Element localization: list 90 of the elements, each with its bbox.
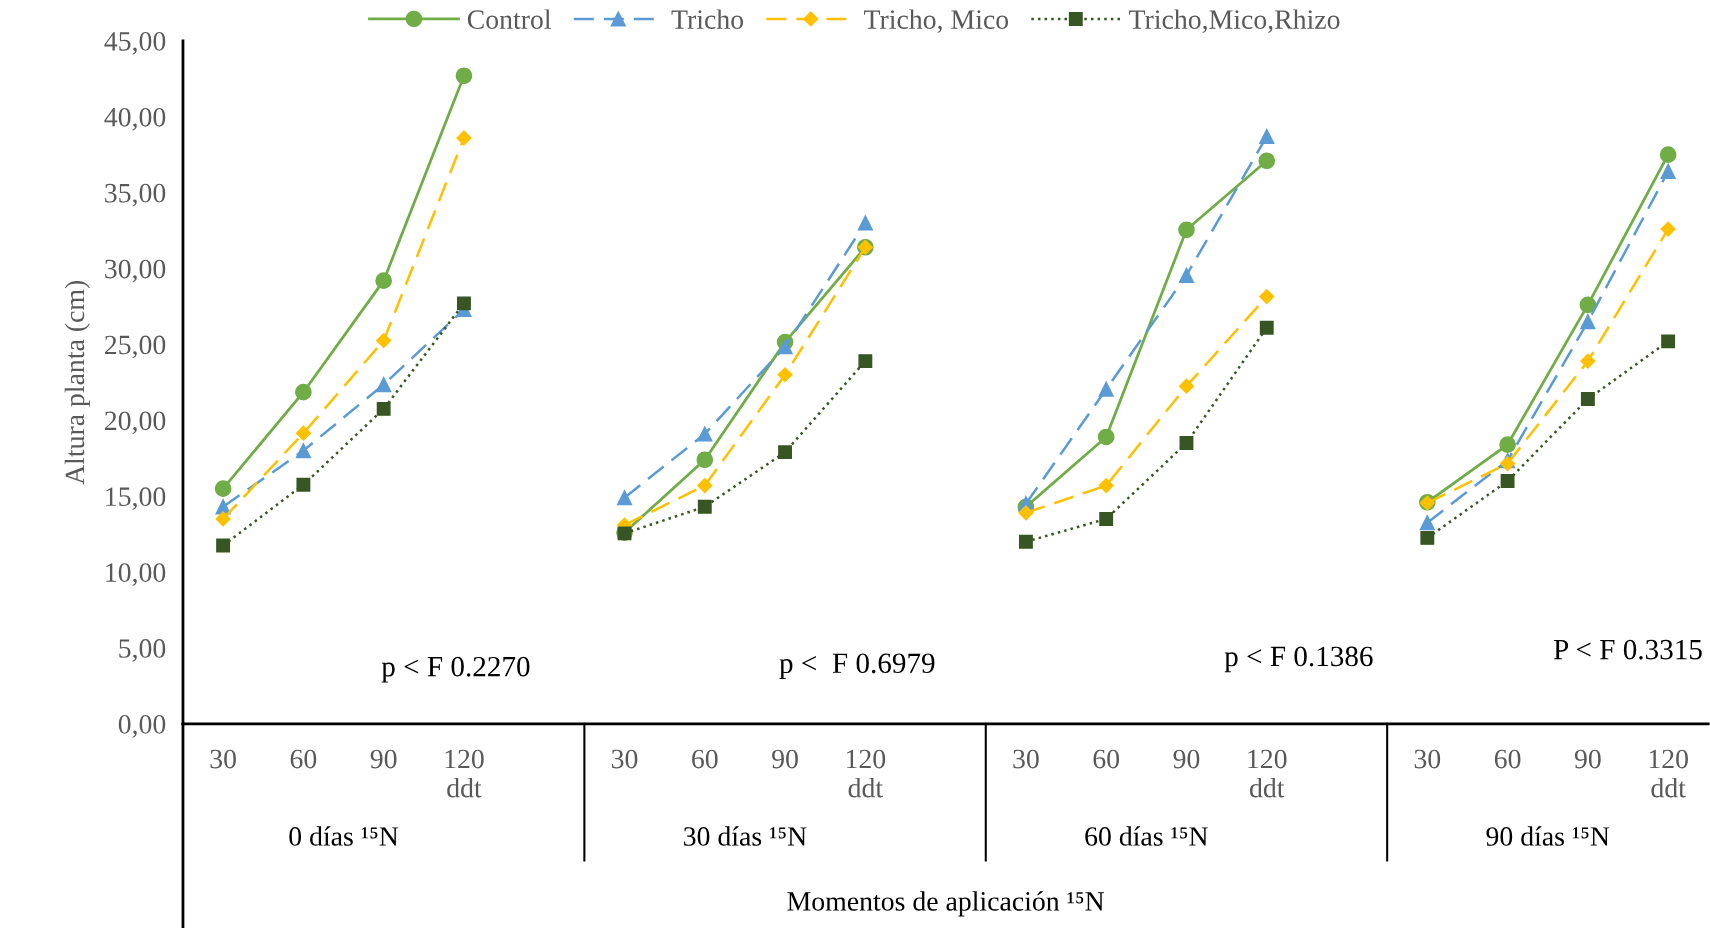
- y-tick-label: 25,00: [105, 335, 166, 359]
- point: [1259, 289, 1275, 305]
- point: [777, 339, 793, 355]
- y-axis-title: Altura planta (cm): [64, 280, 90, 485]
- x-tick-label: 120 ddt: [846, 749, 886, 798]
- x-tick-label: 60: [1494, 749, 1521, 769]
- point: [216, 538, 231, 553]
- point: [1660, 163, 1676, 180]
- y-tick-label: 5,00: [119, 639, 166, 662]
- annotation: P < F 0.3315: [1553, 639, 1702, 660]
- x-tick-label: 90: [1173, 749, 1200, 769]
- point: [1259, 320, 1274, 335]
- y-tick-label: 20,00: [105, 411, 166, 435]
- x-axis-title: Momentos de aplicación ¹⁵N: [787, 891, 1105, 917]
- legend-label: Tricho, Mico: [864, 9, 1009, 33]
- point: [376, 401, 391, 416]
- point: [295, 383, 312, 401]
- y-tick-label: 15,00: [106, 487, 166, 511]
- point: [857, 215, 873, 231]
- point: [778, 445, 793, 460]
- point: [1420, 530, 1435, 545]
- point: [1258, 152, 1276, 170]
- point: [1661, 334, 1676, 349]
- x-tick-label: 60: [692, 749, 718, 769]
- text: 30 días ¹⁵N: [684, 826, 807, 846]
- point: [375, 272, 393, 289]
- point: [455, 67, 473, 85]
- point: [295, 442, 312, 459]
- point: [456, 130, 472, 146]
- point: [1500, 474, 1515, 488]
- x-tick-label: 90: [1574, 749, 1601, 769]
- point: [1018, 505, 1034, 521]
- point: [696, 451, 714, 469]
- annotation: p < F 0.1386: [1224, 646, 1373, 673]
- point: [1580, 353, 1596, 369]
- x-tick-label: 60: [290, 749, 317, 769]
- x-tick-label: 120 ddt: [1248, 749, 1287, 798]
- text: 90 días ¹⁵N: [1486, 826, 1610, 846]
- x-tick-label: 120 ddt: [1649, 749, 1688, 798]
- legend-label: Tricho,Mico,Rhizo: [1129, 9, 1340, 33]
- point: [214, 480, 232, 497]
- point: [697, 477, 713, 494]
- point: [1259, 128, 1275, 145]
- y-tick-label: 0,00: [118, 715, 166, 738]
- annotation: p < F 0.6979: [779, 653, 935, 680]
- point: [697, 499, 712, 514]
- point: [295, 425, 311, 441]
- point: [777, 367, 793, 383]
- point: [858, 354, 873, 369]
- point: [1018, 534, 1033, 549]
- point: [1099, 511, 1114, 526]
- point: [1098, 381, 1114, 397]
- point: [1660, 221, 1676, 237]
- point: [1580, 392, 1595, 406]
- point: [376, 376, 392, 393]
- point: [1178, 267, 1195, 283]
- y-tick-label: 40,00: [104, 107, 166, 131]
- point: [697, 426, 713, 442]
- point: [1419, 515, 1435, 531]
- point: [1178, 221, 1195, 239]
- text: 0 días ¹⁵N: [289, 826, 399, 846]
- annotation: p < F 0.2270: [381, 656, 530, 683]
- point: [1179, 436, 1194, 450]
- x-tick-label: 30: [210, 749, 236, 769]
- point: [1098, 477, 1114, 494]
- point: [215, 511, 231, 527]
- x-tick-label: 90: [772, 749, 798, 769]
- point: [1579, 296, 1597, 314]
- legend-label: Control: [467, 9, 552, 29]
- point: [376, 333, 392, 349]
- y-tick-label: 30,00: [105, 259, 166, 283]
- point: [1097, 428, 1115, 446]
- x-tick-label: 120 ddt: [445, 749, 484, 798]
- text: 60 días ¹⁵N: [1085, 826, 1208, 846]
- point: [1659, 146, 1677, 164]
- point: [1499, 436, 1516, 453]
- point: [1178, 378, 1195, 394]
- y-tick-label: 35,00: [105, 183, 166, 207]
- point: [457, 296, 471, 311]
- x-tick-label: 60: [1093, 749, 1120, 769]
- y-tick-label: 10,00: [106, 563, 166, 586]
- x-tick-label: 30: [1013, 749, 1039, 769]
- point: [296, 477, 311, 492]
- y-tick-label: 45,00: [104, 32, 166, 55]
- x-tick-label: 30: [611, 749, 638, 769]
- x-tick-label: 30: [1414, 749, 1441, 769]
- x-tick-label: 90: [370, 749, 397, 769]
- point: [1580, 313, 1596, 330]
- legend-label: Tricho: [671, 9, 744, 29]
- point: [616, 490, 633, 506]
